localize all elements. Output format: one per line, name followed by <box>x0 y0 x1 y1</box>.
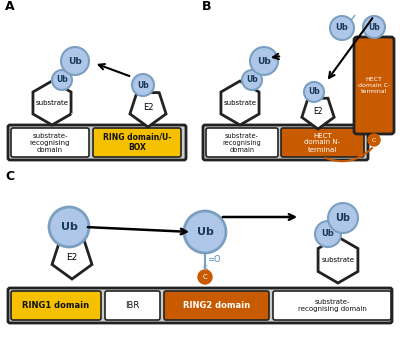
FancyBboxPatch shape <box>11 128 89 157</box>
Circle shape <box>184 211 226 253</box>
Text: IBR: IBR <box>125 301 140 310</box>
Text: C: C <box>372 137 376 143</box>
Text: HECT
domain N-
terminal: HECT domain N- terminal <box>304 133 340 152</box>
Circle shape <box>315 221 341 247</box>
Polygon shape <box>221 81 259 125</box>
Text: RING domain/U-
BOX: RING domain/U- BOX <box>103 133 171 152</box>
Text: substrate-
recognising
domain: substrate- recognising domain <box>30 133 70 152</box>
FancyBboxPatch shape <box>11 291 101 320</box>
Polygon shape <box>318 237 358 283</box>
Text: E2: E2 <box>143 104 153 113</box>
Text: substrate-
recognising
domain: substrate- recognising domain <box>223 133 261 152</box>
FancyBboxPatch shape <box>164 291 269 320</box>
Text: Ub: Ub <box>246 75 258 85</box>
Text: Ub: Ub <box>196 227 214 237</box>
Text: Ub: Ub <box>336 24 348 32</box>
Circle shape <box>330 16 354 40</box>
Text: Ub: Ub <box>56 75 68 85</box>
Text: C: C <box>5 170 14 183</box>
FancyBboxPatch shape <box>206 128 278 157</box>
Polygon shape <box>52 241 92 279</box>
Text: Ub: Ub <box>60 222 78 232</box>
Text: substrate-
recognising domain: substrate- recognising domain <box>298 299 366 312</box>
Text: E2: E2 <box>66 253 78 263</box>
Text: HECT
domain C-
terminal: HECT domain C- terminal <box>358 77 390 94</box>
Circle shape <box>250 47 278 75</box>
Circle shape <box>242 70 262 90</box>
FancyBboxPatch shape <box>105 291 160 320</box>
Circle shape <box>304 82 324 102</box>
Polygon shape <box>302 98 334 129</box>
Circle shape <box>368 134 380 146</box>
Text: RING1 domain: RING1 domain <box>22 301 90 310</box>
FancyBboxPatch shape <box>8 125 186 160</box>
FancyBboxPatch shape <box>273 291 391 320</box>
Polygon shape <box>130 93 166 127</box>
Text: A: A <box>5 0 15 13</box>
Circle shape <box>328 203 358 233</box>
FancyBboxPatch shape <box>203 125 368 160</box>
Text: Ub: Ub <box>368 23 380 31</box>
Polygon shape <box>33 81 71 125</box>
Text: =O: =O <box>207 254 221 264</box>
Text: C: C <box>203 274 207 280</box>
Text: Ub: Ub <box>322 229 334 238</box>
FancyBboxPatch shape <box>281 128 364 157</box>
Text: Ub: Ub <box>308 88 320 97</box>
Circle shape <box>132 74 154 96</box>
Text: substrate: substrate <box>322 257 354 263</box>
Text: Ub: Ub <box>336 213 350 223</box>
Circle shape <box>61 47 89 75</box>
Text: S: S <box>202 265 208 273</box>
Circle shape <box>363 16 385 38</box>
Text: RING2 domain: RING2 domain <box>183 301 250 310</box>
Circle shape <box>49 207 89 247</box>
Text: B: B <box>202 0 212 13</box>
FancyBboxPatch shape <box>8 288 392 323</box>
Text: Ub: Ub <box>137 80 149 89</box>
Text: Ub: Ub <box>257 57 271 65</box>
Text: Ub: Ub <box>68 57 82 65</box>
Text: substrate: substrate <box>36 100 68 106</box>
FancyBboxPatch shape <box>93 128 181 157</box>
Text: substrate: substrate <box>224 100 256 106</box>
Text: E2: E2 <box>313 107 323 117</box>
Circle shape <box>52 70 72 90</box>
Circle shape <box>198 270 212 284</box>
FancyBboxPatch shape <box>354 37 394 134</box>
